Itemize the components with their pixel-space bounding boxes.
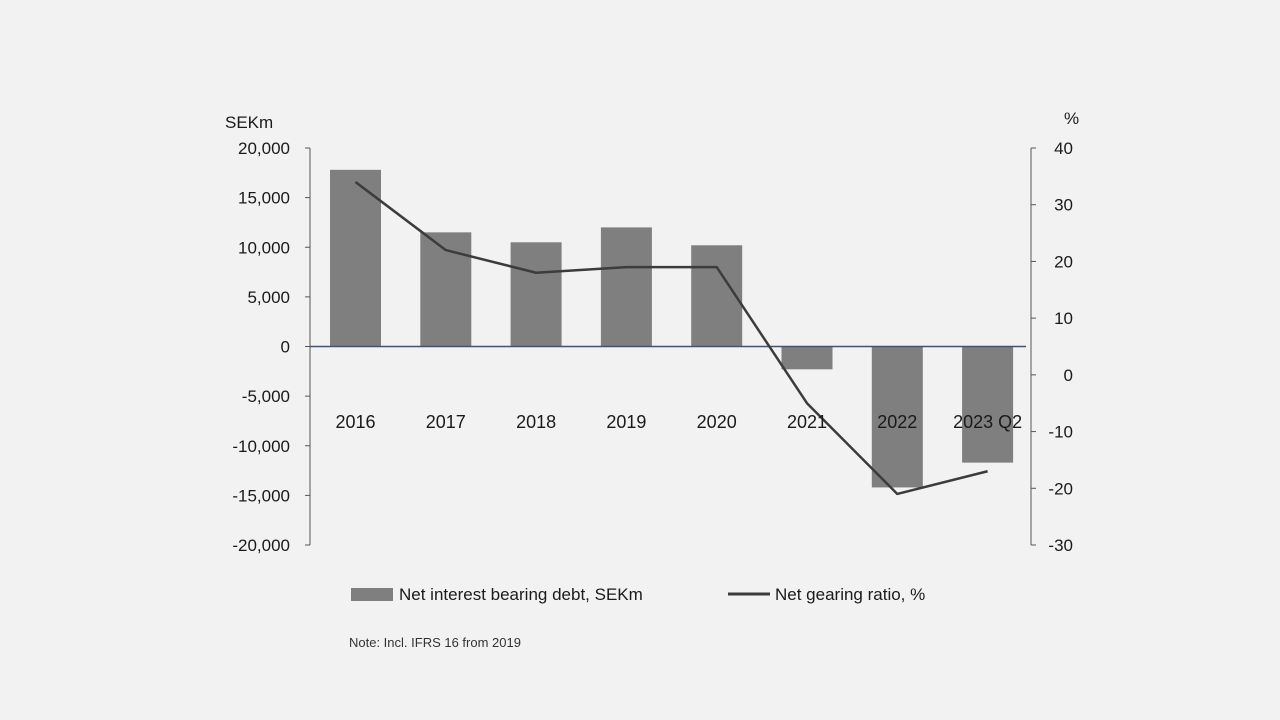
left-tick-label: 15,000: [238, 189, 290, 208]
category-label: 2023 Q2: [953, 412, 1022, 432]
right-tick-label: 10: [1054, 309, 1073, 328]
right-tick-label: 0: [1064, 366, 1073, 385]
right-tick-label: -10: [1048, 423, 1073, 442]
right-tick-label: 20: [1054, 252, 1073, 271]
left-tick-label: 10,000: [238, 238, 290, 257]
left-tick-label: -20,000: [232, 536, 290, 555]
category-label: 2021: [787, 412, 827, 432]
left-tick-label: -15,000: [232, 486, 290, 505]
category-label: 2020: [697, 412, 737, 432]
left-tick-label: 5,000: [247, 288, 290, 307]
bar-2017: [420, 232, 472, 347]
left-tick-label: 20,000: [238, 139, 290, 158]
right-tick-label: -20: [1048, 479, 1073, 498]
left-axis-label: SEKm: [225, 113, 273, 132]
right-tick-label: 40: [1054, 139, 1073, 158]
bar-2021: [781, 346, 833, 370]
category-label: 2017: [426, 412, 466, 432]
left-tick-label: -5,000: [242, 387, 290, 406]
left-tick-label: 0: [281, 338, 290, 357]
category-labels: 2016 2017 2018 2019 2020 2021 2022 2023 Q2: [335, 412, 1022, 432]
series-line-gearing: [354, 181, 988, 496]
category-label: 2019: [606, 412, 646, 432]
left-tick-label: -10,000: [232, 437, 290, 456]
legend-label-gearing: Net gearing ratio, %: [775, 585, 925, 604]
legend-swatch-debt: [351, 588, 393, 601]
category-label: 2016: [335, 412, 375, 432]
bar-2023-q2: [962, 346, 1014, 463]
legend-label-debt: Net interest bearing debt, SEKm: [399, 585, 643, 604]
bar-2016: [330, 169, 381, 347]
right-tick-label: 30: [1054, 196, 1073, 215]
right-axis: 40 30 20 10 0 -10 -20 -30: [1030, 139, 1073, 555]
bar-2018: [510, 242, 562, 347]
chart-note: Note: Incl. IFRS 16 from 2019: [349, 635, 521, 650]
bars-layer: [330, 169, 1014, 488]
bar-2019: [600, 227, 652, 347]
right-axis-label: %: [1064, 109, 1079, 128]
category-label: 2018: [516, 412, 556, 432]
bar-2020: [691, 245, 743, 347]
legend: Net interest bearing debt, SEKm Net gear…: [351, 585, 925, 604]
left-axis: 20,000 15,000 10,000 5,000 0 -5,000 -10,000 -15…: [232, 139, 311, 555]
bar-2022: [871, 346, 923, 488]
right-tick-label: -30: [1048, 536, 1073, 555]
category-label: 2022: [877, 412, 917, 432]
